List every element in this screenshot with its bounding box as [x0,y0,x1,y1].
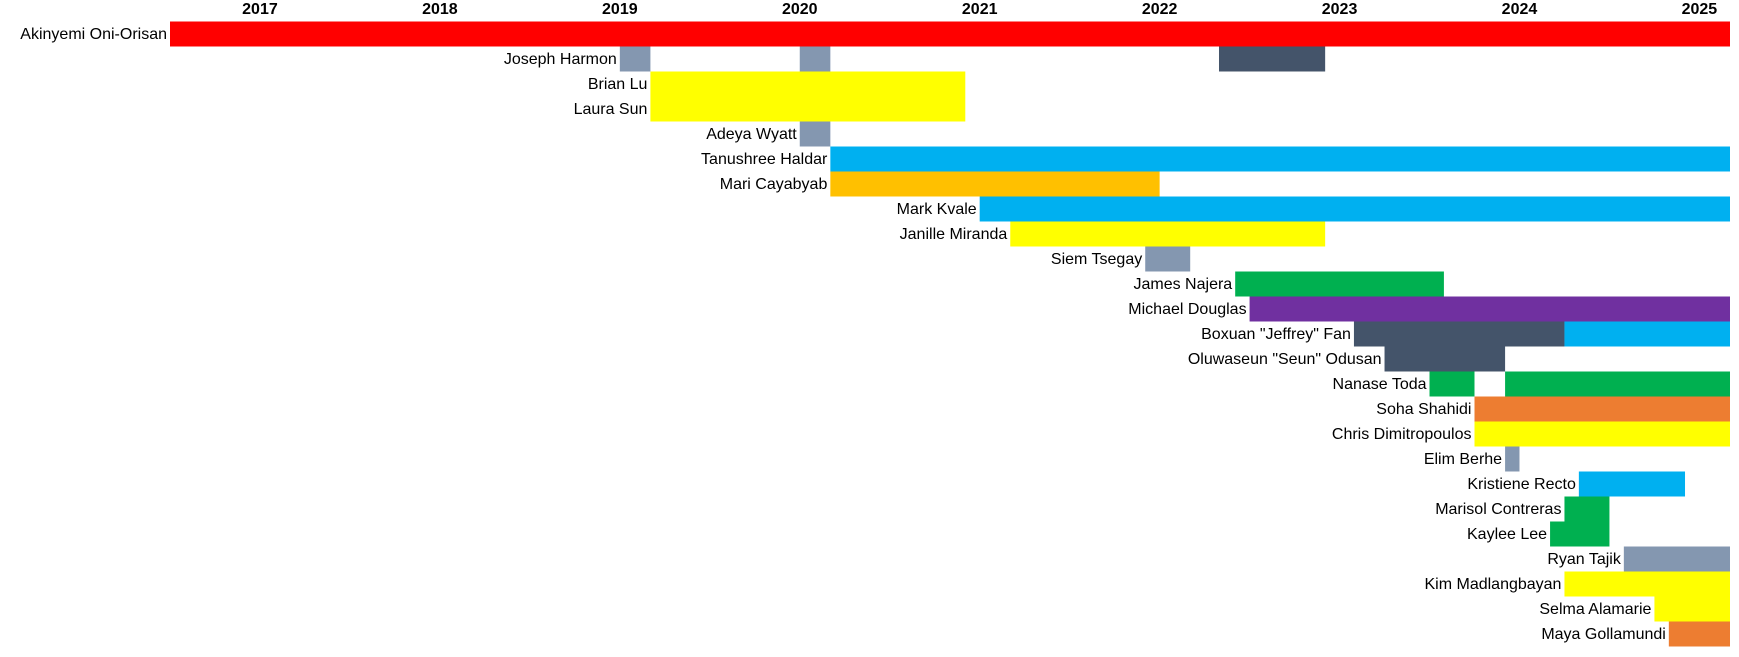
timeline-bar [170,21,1730,47]
person-name: Brian Lu [588,76,648,93]
timeline-bar [1623,546,1730,572]
person-name: Mari Cayabyab [720,176,828,193]
timeline-bar [1505,446,1520,472]
person-name: Maya Gollamundi [1541,626,1666,643]
timeline-bar [1474,421,1730,447]
person-name: Marisol Contreras [1435,501,1561,518]
timeline-bar [799,121,831,147]
person-name: James Najera [1133,276,1232,293]
person-name: Kristiene Recto [1467,476,1576,493]
person-name: Michael Douglas [1128,301,1246,318]
person-name: Oluwaseun "Seun" Odusan [1188,351,1382,368]
timeline-bar [1384,346,1506,372]
person-name: Boxuan "Jeffrey" Fan [1201,326,1351,343]
x-tick-label: 2022 [1142,1,1178,18]
timeline-bar [1578,471,1686,497]
person-name: Siem Tsegay [1051,251,1142,268]
timeline-bar [830,171,1160,197]
timeline-bar [979,196,1730,222]
x-tick-label: 2023 [1322,1,1358,18]
timeline-bar [1654,596,1730,622]
x-tick-label: 2020 [782,1,818,18]
person-name: Janille Miranda [900,226,1008,243]
timeline-bar [1668,621,1730,647]
timeline-bar [1474,396,1730,422]
person-name: Nanase Toda [1333,376,1427,393]
timeline-bar [1564,571,1730,597]
timeline-bar [830,146,1730,172]
person-name: Laura Sun [574,101,648,118]
timeline-bar [650,71,966,97]
person-name: Selma Alamarie [1539,601,1651,618]
timeline-bar [1249,296,1730,322]
x-tick-label: 2017 [242,1,278,18]
person-name: Akinyemi Oni-Orisan [20,26,167,43]
timeline-bar [1550,521,1610,547]
person-name: Chris Dimitropoulos [1332,426,1472,443]
timeline-bar [650,96,966,122]
person-name: Kaylee Lee [1467,526,1547,543]
person-name: Ryan Tajik [1547,551,1622,568]
timeline-bar [1010,221,1326,247]
person-name: Mark Kvale [897,201,977,218]
person-name: Elim Berhe [1424,451,1502,468]
x-tick-label: 2018 [422,1,458,18]
person-name: Soha Shahidi [1376,401,1471,418]
person-name: Joseph Harmon [504,51,617,68]
x-tick-label: 2024 [1502,1,1538,18]
timeline-bar [1218,46,1326,72]
timeline-bar [1564,496,1610,522]
x-tick-label: 2025 [1682,1,1718,18]
timeline-bar [1145,246,1191,272]
timeline-bar [1505,371,1730,397]
timeline-bar [799,46,831,72]
timeline-bar [1353,321,1565,347]
person-name: Kim Madlangbayan [1424,576,1561,593]
x-tick-label: 2019 [602,1,638,18]
timeline-bar [1564,321,1730,347]
person-name: Tanushree Haldar [701,151,828,168]
x-tick-label: 2021 [962,1,998,18]
timeline-bar [1235,271,1444,297]
person-name: Adeya Wyatt [706,126,797,143]
timeline-bar [619,46,651,72]
timeline-bar [1429,371,1475,397]
